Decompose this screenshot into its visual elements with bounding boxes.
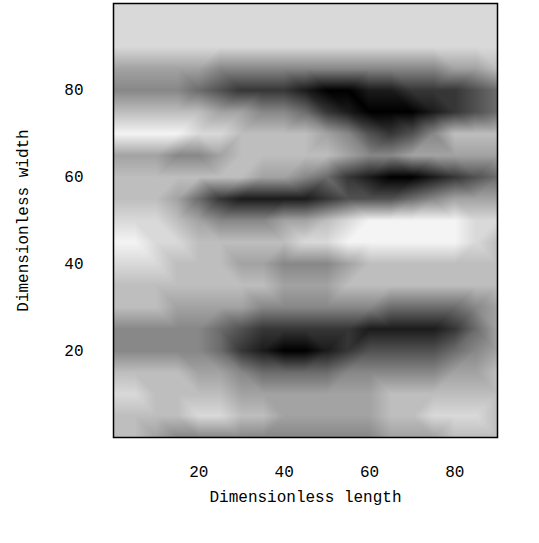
svg-text:40: 40 (64, 256, 83, 274)
svg-text:80: 80 (445, 464, 464, 482)
svg-text:Dimensionless length: Dimensionless length (209, 489, 401, 507)
svg-text:Dimensionless width: Dimensionless width (15, 129, 33, 311)
svg-text:20: 20 (64, 343, 83, 361)
svg-text:40: 40 (275, 464, 294, 482)
svg-text:60: 60 (64, 169, 83, 187)
svg-text:60: 60 (360, 464, 379, 482)
svg-text:80: 80 (64, 82, 83, 100)
svg-text:20: 20 (189, 464, 208, 482)
